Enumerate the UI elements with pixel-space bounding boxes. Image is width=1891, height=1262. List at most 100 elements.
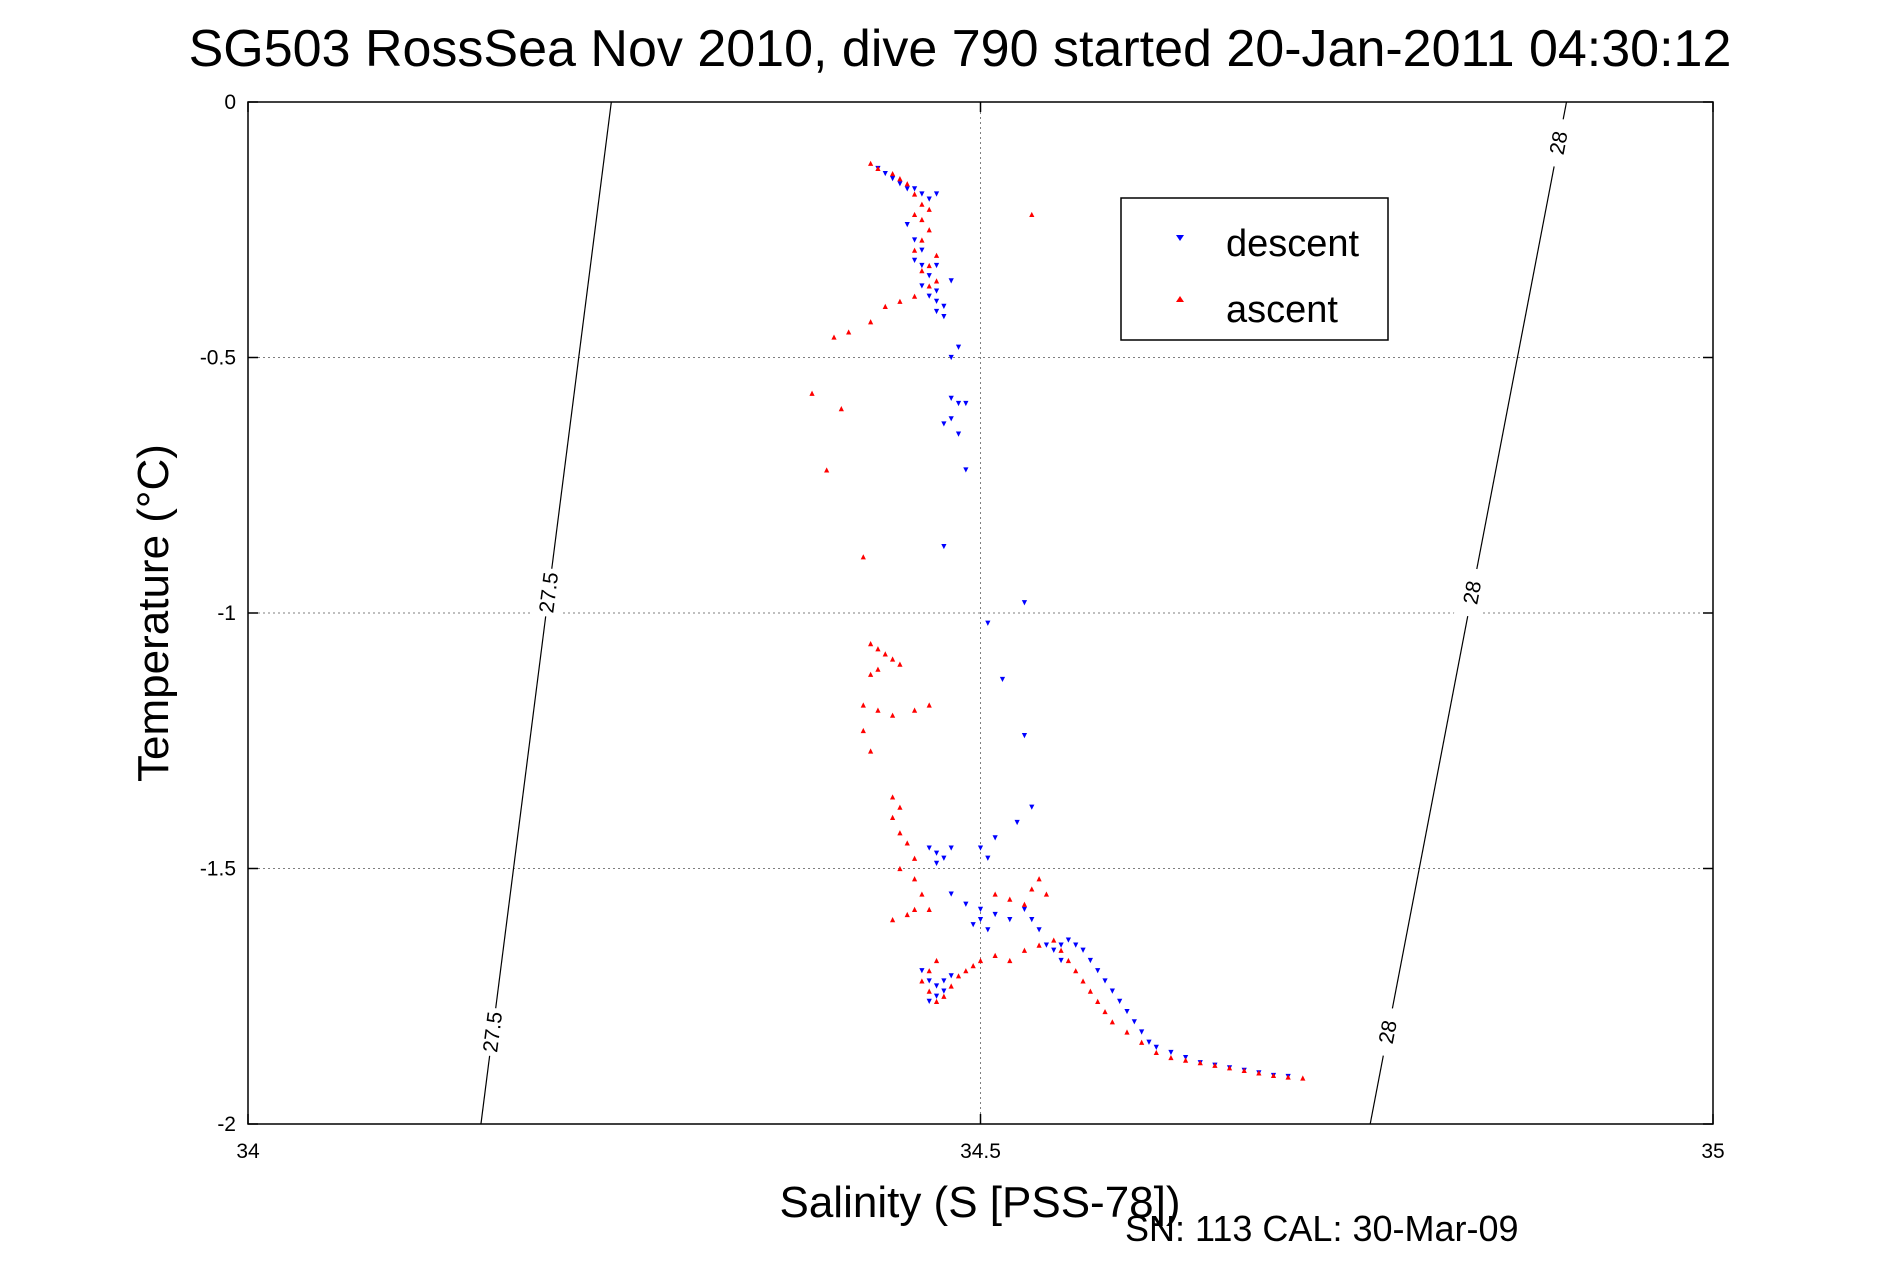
ascent-point [970,962,976,969]
ascent-point [919,268,925,274]
descent-point [1073,942,1079,948]
ascent-point [977,957,984,964]
ascent-point [1197,1060,1203,1066]
descent-point [948,278,954,284]
ascent-point [1300,1075,1306,1081]
ascent-point [875,165,881,172]
descent-point [977,917,984,923]
descent-point [1021,733,1028,739]
ascent-point [1095,998,1101,1004]
descent-point [941,543,947,550]
ascent-point [860,727,866,734]
ascent-point [1021,901,1028,907]
descent-point [948,395,954,401]
descent-point [1029,804,1035,810]
descent-point [1021,600,1028,606]
contour-label-background [475,1006,510,1058]
contour-label-background [1369,1005,1407,1059]
ascent-point [911,191,918,197]
ascent-point [831,334,837,340]
descent-point [1080,947,1086,953]
ascent-point [1021,947,1028,953]
descent-point [1051,947,1057,953]
descent-point [882,170,888,177]
ascent-point [1043,891,1050,897]
descent-point [1168,1049,1174,1056]
legend-ascent-marker [1176,296,1184,302]
ascent-point [1051,937,1057,943]
ascent-point [911,707,918,713]
ascent-point [926,988,932,994]
ascent-point [1029,886,1035,892]
contour-label-background [1453,566,1491,619]
descent-point [941,978,947,984]
ascent-point [926,283,932,289]
descent-point [919,283,925,289]
descent-point [955,344,962,350]
ascent-point [1029,211,1035,218]
descent-point [926,998,932,1004]
descent-point [1036,927,1042,933]
ascent-point [926,968,932,974]
ascent-point [911,906,918,912]
legend-descent-label: descent [1226,223,1360,265]
ascent-point [875,646,881,652]
descent-point [1065,937,1071,943]
ascent-point [868,319,874,325]
descent-point [963,467,969,473]
ascent-point [1226,1065,1233,1071]
descent-point [955,400,962,407]
ascent-point [1168,1054,1174,1061]
descent-point [941,303,947,309]
descent-point [1109,988,1115,994]
descent-point [904,222,910,228]
ascent-point [1058,947,1064,953]
ascent-point [1007,896,1013,902]
descent-point [1014,819,1020,826]
ascent-point [933,957,940,964]
ascent-point [897,830,903,836]
ascent-point [868,641,874,647]
descent-point [1043,942,1050,948]
descent-point [948,416,954,422]
ascent-point [1109,1019,1115,1025]
ascent-point [1256,1070,1262,1076]
descent-point [941,421,947,427]
descent-point [926,293,932,299]
ascent-point [919,237,925,243]
descent-point [941,855,947,861]
ascent-point [1036,942,1042,948]
density-contours: 27.5 27.5 28 28 28 [475,101,1577,1125]
ascent-point [875,707,881,713]
ascent-point [992,952,998,958]
descent-point [911,237,918,243]
ascent-point [933,278,940,284]
descent-point [1153,1044,1159,1050]
ascent-point [963,968,969,974]
ascent-point [882,303,888,309]
ascent-point [941,993,947,999]
ascent-point [911,876,918,882]
contour-label: 28 [1375,1018,1402,1045]
descent-point [904,186,910,192]
descent-point [1007,917,1013,923]
ascent-point [890,712,896,718]
descent-point [977,906,984,912]
ascent-point [1080,978,1086,984]
ascent-point [890,170,896,177]
descent-point [933,288,940,294]
ascent-point [897,865,903,872]
serial-calibration-note: SN: 113 CAL: 30-Mar-09 [1125,1208,1519,1249]
descent-point [1131,1019,1137,1025]
descent-point [992,835,998,841]
ascent-point [1153,1049,1159,1056]
descent-point [933,850,940,856]
ascent-point [904,181,910,187]
descent-point [933,191,940,197]
descent-point [911,257,918,264]
descent-point [1102,978,1108,984]
ascent-point [1073,968,1079,974]
descent-point [948,891,954,897]
y-tick-label: -2 [217,1113,236,1136]
descent-point [963,400,969,407]
